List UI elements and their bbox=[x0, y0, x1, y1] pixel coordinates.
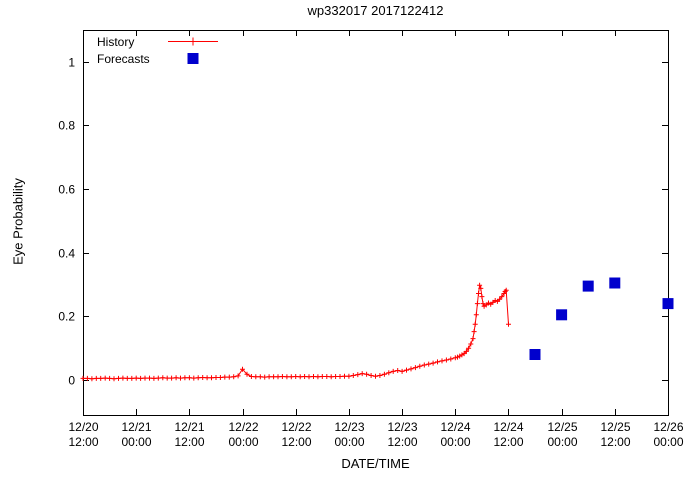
y-tick-label: 0 bbox=[68, 374, 75, 388]
x-axis-label: DATE/TIME bbox=[341, 456, 410, 471]
y-tick-label: 0.4 bbox=[58, 247, 75, 261]
x-tick-label-time: 00:00 bbox=[440, 435, 470, 449]
x-tick-label-date: 12/21 bbox=[174, 420, 204, 434]
y-tick-label: 1 bbox=[68, 56, 75, 70]
legend-item-forecasts: Forecasts bbox=[97, 50, 219, 67]
x-tick-label-time: 12:00 bbox=[174, 435, 204, 449]
legend-label-history: History bbox=[97, 34, 135, 49]
chart-title: wp332017 2017122412 bbox=[307, 3, 444, 18]
x-tick-label-time: 00:00 bbox=[334, 435, 364, 449]
x-tick-label-date: 12/22 bbox=[281, 420, 311, 434]
x-tick-label-date: 12/24 bbox=[493, 420, 523, 434]
x-tick-label-time: 12:00 bbox=[68, 435, 98, 449]
forecast-point bbox=[529, 349, 541, 360]
legend-item-history: History bbox=[97, 33, 219, 50]
x-tick-label-time: 00:00 bbox=[653, 435, 683, 449]
x-tick-label-time: 00:00 bbox=[121, 435, 151, 449]
history-markers bbox=[80, 282, 511, 382]
history-line-sample-icon bbox=[167, 35, 219, 48]
x-tick-label-date: 12/20 bbox=[68, 420, 98, 434]
forecast-point bbox=[556, 309, 568, 321]
x-tick-label-date: 12/23 bbox=[387, 420, 417, 434]
legend: History Forecasts bbox=[97, 33, 219, 67]
plot-border bbox=[83, 30, 669, 416]
x-tick-label-date: 12/23 bbox=[334, 420, 364, 434]
x-tick-label-time: 12:00 bbox=[493, 435, 523, 449]
x-tick-label-date: 12/22 bbox=[228, 420, 258, 434]
history-line bbox=[83, 285, 509, 380]
y-tick-label: 0.6 bbox=[58, 183, 75, 197]
x-tick-label-date: 12/24 bbox=[440, 420, 470, 434]
x-tick-label-time: 00:00 bbox=[547, 435, 577, 449]
x-tick-label-date: 12/25 bbox=[600, 420, 630, 434]
x-tick-label-date: 12/26 bbox=[653, 420, 683, 434]
history-sample-cross-icon bbox=[189, 37, 197, 46]
forecast-sample-square bbox=[187, 53, 199, 64]
x-tick-label-date: 12/25 bbox=[547, 420, 577, 434]
x-tick-label-time: 12:00 bbox=[281, 435, 311, 449]
forecast-point bbox=[582, 280, 594, 292]
x-tick-label-date: 12/21 bbox=[121, 420, 151, 434]
forecast-point bbox=[609, 277, 621, 289]
forecast-point bbox=[662, 298, 674, 310]
forecast-square-sample-icon bbox=[167, 52, 219, 65]
x-tick-label-time: 12:00 bbox=[600, 435, 630, 449]
legend-label-forecasts: Forecasts bbox=[97, 51, 150, 66]
y-tick-label: 0.2 bbox=[58, 310, 75, 324]
x-tick-label-time: 00:00 bbox=[228, 435, 258, 449]
y-tick-label: 0.8 bbox=[58, 119, 75, 133]
x-tick-label-time: 12:00 bbox=[387, 435, 417, 449]
